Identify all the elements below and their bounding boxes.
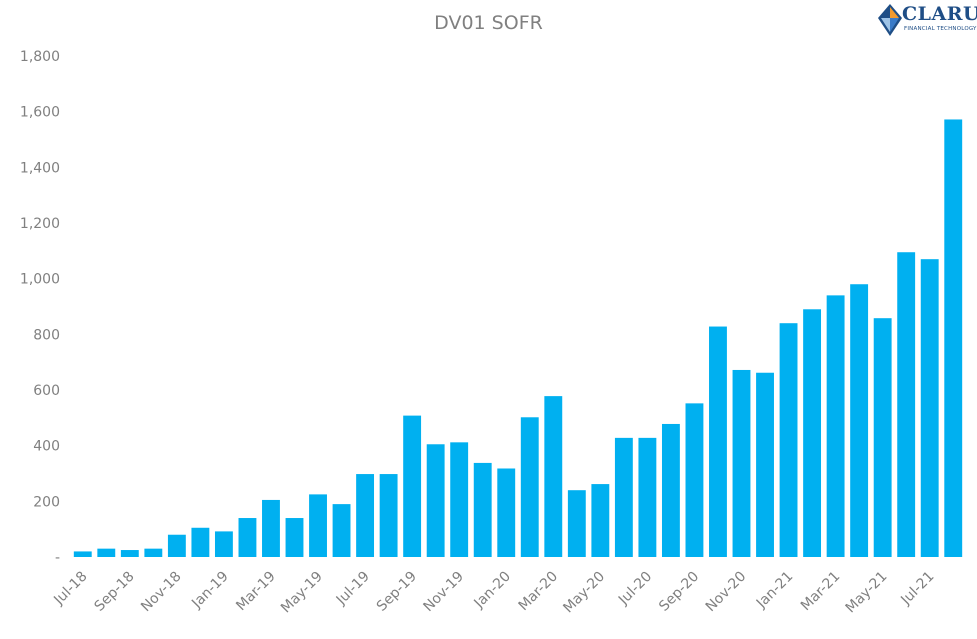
bar-Mar-21 (826, 295, 845, 557)
x-tick-label: Sep-20 (656, 569, 702, 615)
bar-Jul-20 (638, 437, 657, 557)
bar-Jan-21 (779, 323, 798, 557)
x-tick-label: May-19 (278, 569, 326, 617)
bar-Jun-21 (897, 252, 916, 558)
x-tick-label: May-21 (843, 569, 891, 617)
y-tick-label: 800 (33, 327, 60, 343)
y-tick-label: 1,800 (20, 49, 60, 65)
x-tick-label: Jan-19 (188, 569, 231, 612)
bar-Aug-18 (97, 548, 116, 557)
bar-Apr-19 (285, 518, 304, 557)
bar-Jul-19 (356, 474, 375, 557)
bar-Mar-20 (544, 396, 563, 557)
bar-Aug-19 (379, 474, 398, 557)
bar-Dec-20 (756, 372, 774, 557)
bar-Apr-21 (850, 284, 869, 557)
bar-Sep-19 (403, 415, 422, 557)
x-tick-label: Nov-20 (703, 569, 750, 616)
bar-Sep-20 (685, 403, 704, 557)
x-tick-label: May-20 (560, 569, 608, 617)
bar-May-19 (309, 494, 327, 558)
bar-Jan-19 (214, 531, 233, 557)
bar-Feb-21 (803, 309, 822, 557)
bar-Jul-18 (73, 551, 92, 557)
bar-Nov-18 (167, 534, 186, 557)
y-tick-label: 200 (33, 494, 60, 510)
x-tick-label: Jul-18 (50, 569, 90, 609)
bar-Sep-18 (120, 550, 139, 557)
bar-Oct-20 (709, 326, 727, 557)
bar-Nov-19 (450, 442, 469, 557)
bars-group (73, 119, 963, 558)
logo-tagline: FINANCIAL TECHNOLOGY (904, 26, 977, 32)
bar-Jan-20 (497, 468, 516, 557)
y-tick-label: 600 (33, 383, 60, 399)
bar-Aug-20 (661, 423, 680, 557)
bar-Nov-20 (732, 369, 751, 557)
x-tick-label: Jul-21 (897, 569, 937, 609)
x-tick-label: Jul-20 (615, 569, 655, 609)
bar-Oct-18 (144, 548, 163, 557)
bar-Feb-20 (520, 417, 539, 557)
chart-title: DV01 SOFR (434, 12, 543, 34)
x-tick-label: Mar-21 (798, 569, 844, 615)
x-tick-label: Mar-19 (233, 569, 279, 615)
y-tick-label: 1,200 (20, 216, 60, 232)
bar-Jun-20 (614, 437, 633, 557)
bar-Jul-21 (920, 259, 939, 557)
y-tick-label: 400 (33, 439, 60, 455)
bar-Dec-19 (473, 462, 492, 557)
x-tick-label: Jan-20 (471, 569, 514, 612)
y-axis-ticks: - 200 400 600 800 1,000 1,200 1,400 1,600 1,800 (20, 49, 60, 566)
x-tick-label: Nov-19 (420, 569, 467, 616)
x-tick-label: Sep-18 (91, 569, 137, 615)
logo-wordmark: CLARUS (902, 3, 977, 25)
bar-Mar-19 (262, 499, 280, 557)
x-tick-label: Sep-19 (374, 569, 420, 615)
bar-May-20 (591, 484, 610, 557)
x-tick-label: Nov-18 (138, 569, 185, 616)
clarus-logo-icon (878, 4, 902, 36)
y-tick-label: 1,000 (20, 272, 60, 288)
bar-Jun-19 (332, 504, 351, 557)
y-tick-label: 1,600 (20, 105, 60, 121)
bar-Dec-18 (191, 527, 210, 557)
bar-Aug-21 (944, 119, 963, 558)
x-tick-label: Mar-20 (516, 569, 562, 615)
bar-Feb-19 (238, 518, 257, 557)
clarus-logo: CLARUS FINANCIAL TECHNOLOGY (878, 2, 977, 38)
bar-Apr-20 (567, 490, 586, 557)
bar-May-21 (873, 318, 892, 557)
x-axis-ticks: Jul-18 Sep-18 Nov-18 Jan-19 Mar-19 May-19 Jul-… (50, 569, 937, 617)
x-tick-label: Jan-21 (753, 569, 796, 612)
bar-Oct-19 (426, 444, 445, 557)
y-tick-label: 1,400 (20, 160, 60, 176)
x-tick-label: Jul-19 (333, 569, 373, 609)
y-tick-label: - (55, 550, 60, 566)
